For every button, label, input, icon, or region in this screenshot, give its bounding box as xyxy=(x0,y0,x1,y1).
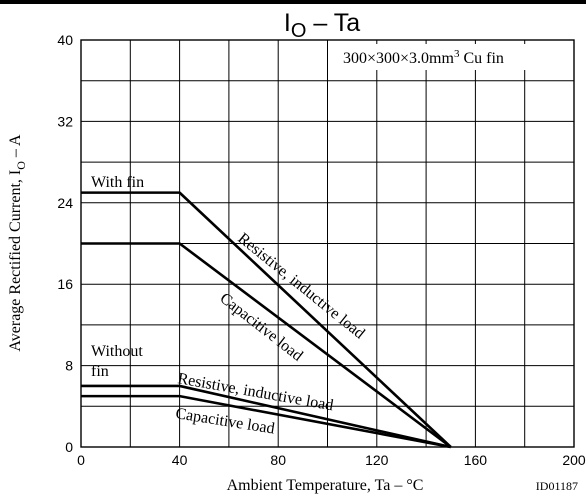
series-line-without-fin-capacitive-line xyxy=(81,394,451,449)
x-axis-label: Ambient Temperature, Ta – °C xyxy=(227,477,424,494)
without-fin-label-line1: Without xyxy=(91,343,143,360)
y-axis-label-subscript: O xyxy=(14,161,28,170)
y-tick-labels: 0 8 16 24 32 40 xyxy=(57,32,73,455)
x-tick-label: 160 xyxy=(464,452,488,468)
condition-exponent: 3 xyxy=(454,48,460,60)
chart-title-subscript: O xyxy=(291,20,307,42)
y-tick-label: 32 xyxy=(57,113,73,129)
y-axis-label: Average Rectified Current, IO – A xyxy=(7,134,28,352)
series-lines xyxy=(81,191,452,449)
series-line-with-fin-capacitive-line xyxy=(81,242,452,449)
top-rule xyxy=(0,0,586,4)
series-line-with-fin-resistive-line xyxy=(81,191,452,448)
y-tick-label: 40 xyxy=(57,32,73,48)
x-tick-label: 200 xyxy=(562,452,586,468)
series-line-without-fin-resistive-line xyxy=(81,384,452,449)
x-tick-labels: 0 40 80 120 160 200 xyxy=(77,452,586,468)
condition-label: 300×300×3.0mm3 Cu fin xyxy=(343,48,504,67)
condition-box-bg xyxy=(336,44,570,70)
x-tick-label: 120 xyxy=(365,452,389,468)
x-tick-label: 40 xyxy=(172,452,188,468)
x-tick-label: 80 xyxy=(270,452,286,468)
x-tick-label: 0 xyxy=(77,452,85,468)
series-label-without-fin-resistive: Resistive, inductive load xyxy=(176,370,334,414)
y-tick-label: 0 xyxy=(65,439,73,455)
y-tick-label: 16 xyxy=(57,276,73,292)
without-fin-label-line2: fin xyxy=(91,363,109,380)
y-tick-label: 8 xyxy=(65,358,73,374)
document-id: ID01187 xyxy=(536,479,578,493)
y-tick-label: 24 xyxy=(57,195,73,211)
chart-title: IO – Ta xyxy=(284,9,360,42)
with-fin-label: With fin xyxy=(91,174,144,191)
